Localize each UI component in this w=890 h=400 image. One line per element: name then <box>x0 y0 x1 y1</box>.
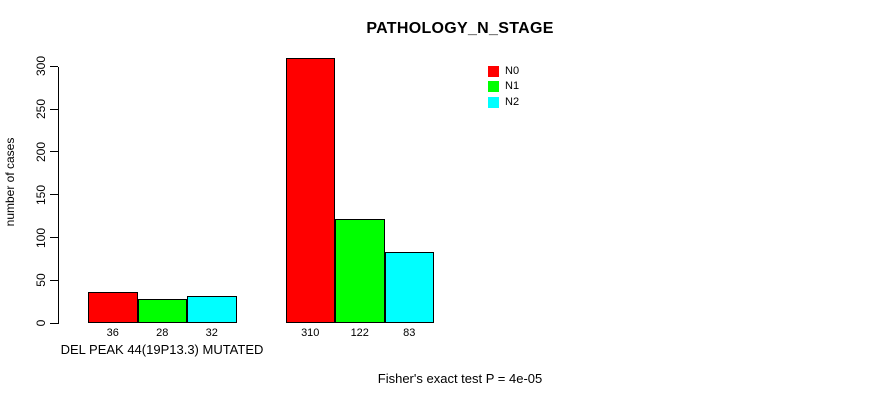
legend: N0 N1 N2 <box>488 64 519 110</box>
bar-N0-group2 <box>285 57 335 324</box>
legend-swatch-N2 <box>488 96 499 108</box>
x-axis-label: DEL PEAK 44(19P13.3) MUTATED <box>60 342 264 357</box>
bar-value-label: 122 <box>350 327 369 339</box>
bar-N2-group1 <box>187 295 237 324</box>
bar-value-label: 310 <box>301 327 320 339</box>
legend-label: N0 <box>505 65 520 78</box>
bar-N2-group2 <box>384 252 434 324</box>
bar-value-label: 36 <box>106 327 119 339</box>
chart-title: PATHOLOGY_N_STAGE <box>366 20 554 37</box>
y-tick-label: 0 <box>34 319 48 327</box>
y-tick-label: 100 <box>34 227 48 248</box>
legend-label: N2 <box>505 95 520 108</box>
y-tick-label: 250 <box>34 99 48 120</box>
y-tick-mark <box>50 151 58 153</box>
legend-swatch-N0 <box>488 66 499 78</box>
bar-N1-group2 <box>335 218 385 324</box>
y-tick-label: 300 <box>34 56 48 77</box>
bar-value-label: 83 <box>403 327 416 339</box>
y-tick-mark <box>50 65 58 67</box>
y-tick-mark <box>50 322 58 324</box>
legend-item-N2: N2 <box>488 95 519 110</box>
bar-N0-group1 <box>88 292 138 324</box>
legend-swatch-N1 <box>488 81 499 93</box>
bar-N1-group1 <box>137 299 187 324</box>
bar-value-label: 32 <box>205 327 218 339</box>
y-axis-label: number of cases <box>3 137 17 227</box>
bar-value-label: 28 <box>156 327 169 339</box>
y-tick-label: 50 <box>34 273 48 288</box>
y-tick-label: 200 <box>34 141 48 162</box>
y-tick-label: 150 <box>34 184 48 205</box>
y-axis-line <box>58 66 59 324</box>
legend-item-N1: N1 <box>488 79 519 94</box>
legend-item-N0: N0 <box>488 64 519 79</box>
y-tick-mark <box>50 108 58 110</box>
legend-label: N1 <box>505 80 520 93</box>
y-tick-mark <box>50 194 58 196</box>
footnote: Fisher's exact test P = 4e-05 <box>377 371 543 386</box>
y-tick-mark <box>50 279 58 281</box>
y-tick-mark <box>50 237 58 239</box>
